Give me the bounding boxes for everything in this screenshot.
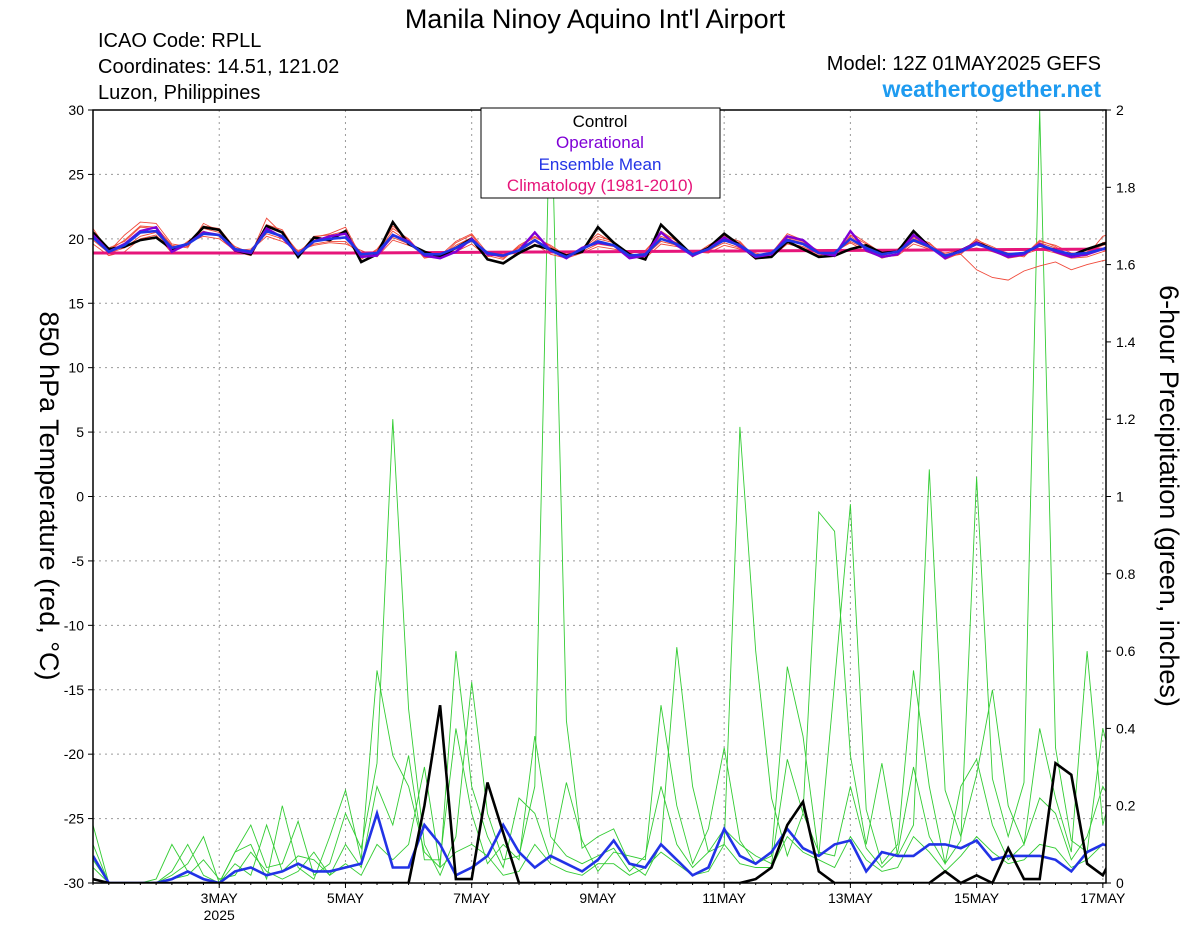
x-tick-label: 15MAY (954, 890, 1000, 906)
y2-tick-label: 2 (1116, 102, 1124, 118)
precip-member-line (93, 110, 1106, 883)
y-axis-title: 850 hPa Temperature (red, °C) (34, 312, 64, 681)
y2-tick-label: 1.4 (1116, 334, 1136, 350)
x-tick-label: 17MAY (1080, 890, 1126, 906)
x-tick-label: 5MAY (327, 890, 365, 906)
gridlines (93, 110, 1106, 883)
y-tick-label: 10 (68, 360, 84, 376)
legend-operational: Operational (556, 133, 644, 152)
y2-tick-label: 0 (1116, 875, 1124, 891)
chart-title: Manila Ninoy Aquino Int'l Airport (405, 4, 786, 34)
y-tick-label: 25 (68, 166, 84, 182)
y-tick-label: -25 (64, 811, 84, 827)
x-tick-label: 11MAY (702, 890, 746, 906)
y-tick-label: -5 (72, 553, 85, 569)
y2-tick-label: 1.2 (1116, 411, 1136, 427)
y2-tick-label: 0.4 (1116, 720, 1136, 736)
y-tick-label: -15 (64, 682, 84, 698)
precip-control-line (93, 704, 1106, 883)
y2-tick-label: 1 (1116, 489, 1124, 505)
y2-axis-title: 6-hour Precipitation (green, inches) (1154, 285, 1184, 707)
x-tick-label: 9MAY (579, 890, 617, 906)
precip-members (93, 110, 1106, 883)
legend-control: Control (573, 112, 628, 131)
precip-member-line (93, 728, 1106, 883)
icao-code: ICAO Code: RPLL (98, 30, 261, 52)
site-credit: weathertogether.net (881, 76, 1101, 102)
legend-box (480, 107, 721, 199)
axes: 302520151050-5-10-15-20-25-3021.81.61.41… (64, 102, 1136, 923)
x-tick-label: 13MAY (828, 890, 874, 906)
y-tick-label: 30 (68, 102, 84, 118)
legend-climatology: Climatology (1981-2010) (507, 176, 693, 195)
precip-member-line (93, 766, 1106, 883)
y-tick-label: -30 (64, 875, 84, 891)
temp-ensemble-mean-line (93, 229, 1106, 259)
coordinates: Coordinates: 14.51, 121.02 (98, 56, 339, 78)
y2-tick-label: 0.8 (1116, 566, 1136, 582)
model-run: Model: 12Z 01MAY2025 GEFS (827, 53, 1101, 75)
y2-tick-label: 1.8 (1116, 179, 1136, 195)
y2-tick-label: 0.6 (1116, 643, 1136, 659)
x-tick-sublabel: 2025 (204, 907, 235, 923)
main-series (93, 219, 1106, 883)
legend: Control Operational Ensemble Mean Climat… (480, 107, 721, 199)
legend-ensemble-mean: Ensemble Mean (539, 155, 662, 174)
y-tick-label: -20 (64, 746, 84, 762)
y-tick-label: 20 (68, 231, 84, 247)
region: Luzon, Philippines (98, 82, 260, 104)
x-tick-label: 7MAY (453, 890, 491, 906)
y2-tick-label: 0.2 (1116, 798, 1136, 814)
precip-ensemble-mean-line (93, 808, 1106, 883)
y2-tick-label: 1.6 (1116, 257, 1136, 273)
y-tick-label: -10 (64, 617, 84, 633)
y-tick-label: 15 (68, 295, 84, 311)
x-tick-label: 3MAY (201, 890, 239, 906)
y-tick-label: 0 (76, 489, 84, 505)
y-tick-label: 5 (76, 424, 84, 440)
